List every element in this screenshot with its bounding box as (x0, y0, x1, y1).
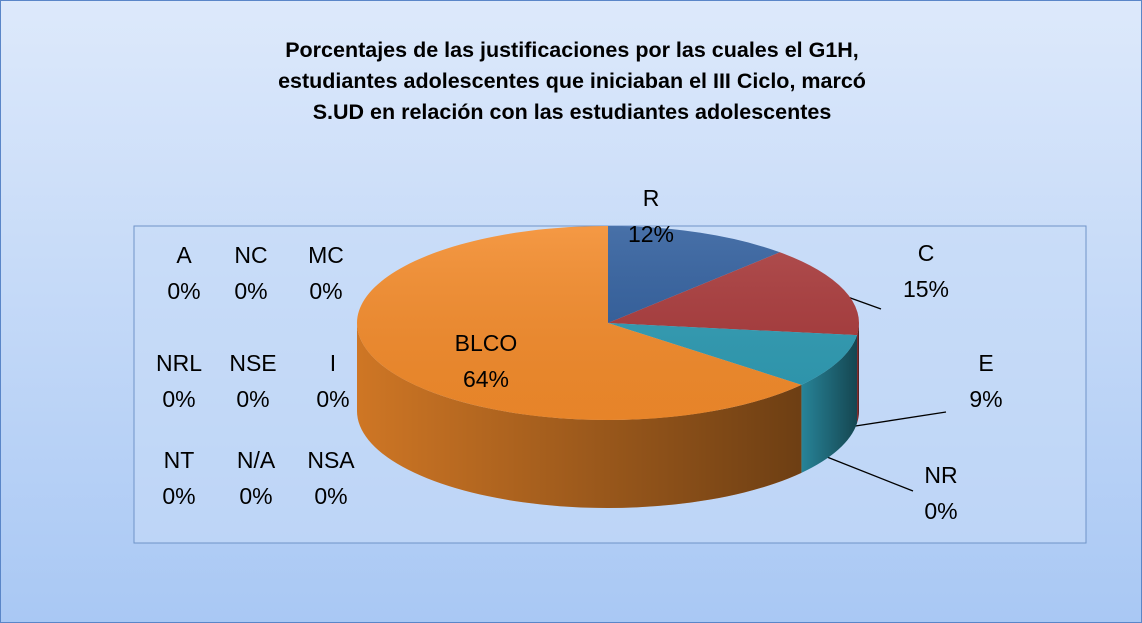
data-label-category: I (330, 350, 336, 376)
data-label: N/A 0% (237, 447, 276, 509)
data-label-category: R (643, 185, 660, 211)
data-label: NSE 0% (229, 350, 276, 412)
data-label-value: 0% (314, 483, 347, 509)
data-label-value: 0% (239, 483, 272, 509)
data-label-category: BLCO (455, 330, 518, 356)
data-label: NC 0% (234, 242, 267, 304)
data-label-category: C (918, 240, 935, 266)
data-label-category: NSA (307, 447, 355, 473)
data-label: MC 0% (308, 242, 344, 304)
slice-side-shade (357, 323, 802, 508)
data-label: A 0% (167, 242, 200, 304)
data-label-category: NRL (156, 350, 202, 376)
data-label-category: E (978, 350, 993, 376)
data-label: NSA 0% (307, 447, 355, 509)
data-label-category: MC (308, 242, 344, 268)
data-label-value: 15% (903, 276, 949, 302)
leader-line (848, 411, 947, 428)
slice-side-shade (857, 323, 859, 424)
data-label: C 15% (903, 240, 949, 302)
data-label-value: 0% (234, 278, 267, 304)
data-label-value: 9% (969, 386, 1002, 412)
data-label: I 0% (316, 350, 349, 412)
data-label-value: 12% (628, 221, 674, 247)
data-label: BLCO 64% (455, 330, 518, 392)
data-label: NRL 0% (156, 350, 202, 412)
leader-line (826, 456, 914, 492)
data-label-category: N/A (237, 447, 276, 473)
data-label-category: NR (924, 462, 957, 488)
slice-side-shade (801, 335, 858, 473)
data-label-value: 0% (162, 386, 195, 412)
data-label-category: NC (234, 242, 267, 268)
data-label-value: 0% (167, 278, 200, 304)
data-label-category: NT (164, 447, 195, 473)
data-label-value: 0% (924, 498, 957, 524)
pie-shine (357, 226, 859, 420)
data-label-value: 64% (463, 366, 509, 392)
data-label-value: 0% (309, 278, 342, 304)
pie (357, 226, 859, 508)
labels: R 12%C 15%E 9%NR 0%BLCO 64%A 0%NC 0%MC 0%NRL 0%NS… (156, 185, 1003, 524)
data-label: E 9% (969, 350, 1002, 412)
data-label: R 12% (628, 185, 674, 247)
chart-title: Porcentajes de las justificaciones por l… (278, 38, 866, 124)
data-label: NR 0% (924, 462, 957, 524)
data-label: NT 0% (162, 447, 195, 509)
data-label-value: 0% (316, 386, 349, 412)
data-label-value: 0% (162, 483, 195, 509)
data-label-value: 0% (236, 386, 269, 412)
data-label-category: A (176, 242, 192, 268)
data-label-category: NSE (229, 350, 276, 376)
